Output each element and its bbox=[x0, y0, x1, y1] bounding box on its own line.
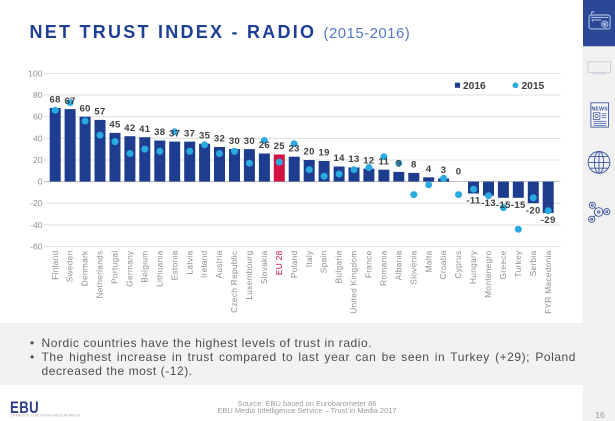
svg-text:Spain: Spain bbox=[319, 250, 329, 273]
svg-text:Italy: Italy bbox=[304, 250, 314, 267]
svg-text:Turkey: Turkey bbox=[513, 250, 523, 277]
svg-text:23: 23 bbox=[289, 143, 300, 154]
svg-text:14: 14 bbox=[333, 153, 345, 164]
svg-text:-20: -20 bbox=[526, 205, 541, 216]
svg-text:Denmark: Denmark bbox=[80, 250, 90, 286]
svg-text:Serbia: Serbia bbox=[528, 250, 538, 276]
svg-text:67: 67 bbox=[64, 96, 75, 107]
svg-text:-15: -15 bbox=[496, 200, 511, 211]
svg-text:Slovenia: Slovenia bbox=[408, 250, 418, 284]
svg-text:NEWS: NEWS bbox=[592, 106, 609, 112]
svg-text:-20: -20 bbox=[30, 198, 43, 208]
svg-text:30: 30 bbox=[244, 136, 255, 147]
svg-text:68: 68 bbox=[50, 95, 61, 106]
svg-text:Greece: Greece bbox=[498, 250, 508, 279]
svg-text:0: 0 bbox=[38, 177, 43, 187]
svg-text:Netherlands: Netherlands bbox=[95, 251, 105, 299]
svg-text:4: 4 bbox=[426, 164, 432, 175]
svg-text:2015: 2015 bbox=[522, 81, 545, 92]
svg-text:Albania: Albania bbox=[393, 250, 403, 280]
svg-text:42: 42 bbox=[124, 123, 135, 134]
svg-text:57: 57 bbox=[94, 107, 105, 118]
svg-text:Cyprus: Cyprus bbox=[453, 251, 463, 279]
svg-text:100: 100 bbox=[28, 68, 43, 78]
svg-text:26: 26 bbox=[259, 140, 270, 151]
svg-text:32: 32 bbox=[214, 134, 225, 145]
svg-text:Malta: Malta bbox=[423, 250, 433, 272]
svg-text:11: 11 bbox=[379, 156, 390, 167]
svg-text:-15: -15 bbox=[511, 200, 526, 211]
svg-text:-11: -11 bbox=[466, 196, 481, 207]
svg-text:EU 28: EU 28 bbox=[274, 250, 284, 275]
svg-text:Sweden: Sweden bbox=[65, 250, 75, 282]
svg-text:Germany: Germany bbox=[125, 250, 135, 287]
svg-text:60: 60 bbox=[33, 112, 43, 122]
svg-text:8: 8 bbox=[411, 160, 417, 171]
svg-text:Luxembourg: Luxembourg bbox=[244, 250, 254, 299]
svg-text:19: 19 bbox=[318, 148, 329, 159]
svg-text:Romania: Romania bbox=[379, 250, 389, 285]
svg-text:12: 12 bbox=[363, 155, 374, 166]
svg-text:Croatia: Croatia bbox=[438, 250, 448, 279]
svg-text:Poland: Poland bbox=[289, 250, 299, 278]
svg-text:-29: -29 bbox=[541, 215, 556, 226]
svg-text:Estonia: Estonia bbox=[169, 250, 179, 280]
svg-text:40: 40 bbox=[33, 133, 43, 143]
svg-text:-13: -13 bbox=[481, 198, 496, 209]
svg-text:France: France bbox=[364, 250, 374, 278]
svg-text:20: 20 bbox=[33, 155, 43, 165]
svg-text:Hungary: Hungary bbox=[468, 250, 478, 284]
svg-text:0: 0 bbox=[456, 167, 462, 178]
svg-text:3: 3 bbox=[441, 165, 447, 176]
svg-text:25: 25 bbox=[274, 141, 286, 152]
svg-text:United Kingdom: United Kingdom bbox=[349, 251, 359, 314]
svg-text:9: 9 bbox=[396, 159, 402, 170]
svg-text:2016: 2016 bbox=[463, 81, 486, 92]
svg-text:Latvia: Latvia bbox=[184, 250, 194, 274]
svg-text:20: 20 bbox=[304, 147, 315, 158]
svg-text:Czech Republic: Czech Republic bbox=[229, 251, 239, 313]
svg-text:80: 80 bbox=[33, 90, 43, 100]
svg-text:-40: -40 bbox=[30, 220, 43, 230]
svg-text:Ireland: Ireland bbox=[199, 250, 209, 278]
svg-text:30: 30 bbox=[229, 136, 240, 147]
svg-text:37: 37 bbox=[169, 128, 180, 139]
svg-text:FYR Macedonia: FYR Macedonia bbox=[543, 250, 553, 313]
svg-text:37: 37 bbox=[184, 128, 195, 139]
svg-text:45: 45 bbox=[109, 120, 121, 131]
svg-text:35: 35 bbox=[199, 130, 211, 141]
svg-text:Austria: Austria bbox=[214, 250, 224, 278]
svg-text:-60: -60 bbox=[30, 242, 43, 252]
svg-text:60: 60 bbox=[79, 103, 90, 114]
svg-text:Lithuania: Lithuania bbox=[154, 250, 164, 286]
svg-text:13: 13 bbox=[348, 154, 359, 165]
svg-text:Belgium: Belgium bbox=[139, 251, 149, 283]
svg-text:Bulgaria: Bulgaria bbox=[334, 250, 344, 283]
svg-text:Slovakia: Slovakia bbox=[259, 250, 269, 284]
svg-text:Portugal: Portugal bbox=[110, 251, 120, 284]
svg-text:Finland: Finland bbox=[50, 250, 60, 279]
svg-text:Montenegro: Montenegro bbox=[483, 250, 493, 297]
svg-text:41: 41 bbox=[139, 124, 151, 135]
svg-text:38: 38 bbox=[154, 127, 165, 138]
